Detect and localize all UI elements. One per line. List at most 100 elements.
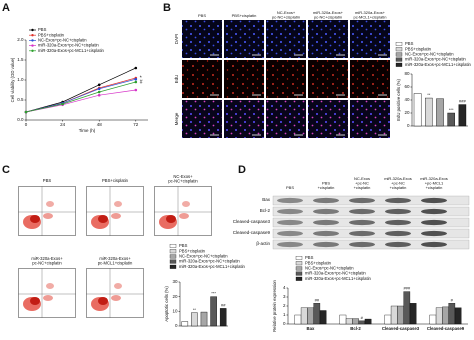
- bar: [413, 93, 422, 127]
- label: NC-Exos: [354, 176, 370, 181]
- bar: [429, 314, 437, 325]
- label: NC-Exos+: [173, 174, 193, 179]
- blot-band: [349, 219, 375, 226]
- micrograph: [182, 100, 222, 138]
- blot-row-label: Bax: [262, 197, 271, 202]
- annotation: #: [451, 297, 454, 302]
- legend-label: PBS+cisplatin: [179, 248, 206, 253]
- legend-label: PBS: [305, 255, 314, 260]
- label: NC-Exos+: [277, 10, 296, 15]
- blot-row-label: Cleaved-caspase9: [233, 230, 271, 235]
- bar: [397, 305, 404, 325]
- legend-label: miR-320a-Exos+pc-NC+cisplatin: [179, 259, 240, 264]
- legend-swatch: [169, 244, 177, 248]
- bar: [364, 318, 372, 325]
- legend-swatch: [295, 266, 303, 271]
- blot-band: [313, 197, 339, 204]
- bar: [191, 312, 198, 327]
- label: miR-320a-Exos: [420, 176, 448, 181]
- y-axis-label: EdU positive cells (%): [396, 79, 401, 121]
- legend-swatch: [295, 271, 303, 276]
- annotation: **: [193, 307, 197, 312]
- blot-band: [385, 208, 411, 215]
- y-tick-label: 30: [172, 279, 178, 284]
- bar: [345, 318, 353, 325]
- point: [134, 66, 138, 70]
- label: miR-320a-Exos+: [31, 256, 63, 261]
- bar: [436, 98, 444, 127]
- blot-row-label: Bcl-2: [260, 208, 271, 213]
- flow-plot: [18, 186, 76, 236]
- bar: [448, 303, 456, 325]
- blot-band: [313, 241, 339, 248]
- bar: [403, 291, 411, 325]
- legend-label: NC-Exos+pc-NC+cisplatin: [405, 52, 454, 57]
- row-label: EdU: [174, 75, 179, 84]
- legend-marker: [31, 39, 34, 42]
- micrograph: [308, 20, 348, 58]
- legend-label: miR-320a-Exos+pc-MCL1+cisplatin: [305, 276, 372, 281]
- point: [97, 83, 101, 87]
- x-tick-label: 48: [97, 122, 103, 127]
- series-line: [25, 89, 136, 113]
- bar: [339, 314, 347, 325]
- blot-band: [277, 241, 303, 248]
- point: [134, 88, 138, 92]
- label: pc-MCL1+cisplatin: [353, 15, 386, 20]
- y-axis-label: Relative protein expression: [272, 279, 277, 331]
- blot-band: [385, 197, 411, 204]
- label: +cisplatin: [390, 185, 407, 190]
- label: PBS: [286, 185, 294, 190]
- legend-marker: [31, 34, 34, 37]
- label: +pc-MCL1: [425, 181, 444, 186]
- x-tick-label: Cleaved-caspase9: [427, 326, 465, 331]
- series-line: [25, 67, 136, 113]
- x-tick-label: Bax: [307, 326, 315, 331]
- flow-plot: [86, 186, 144, 236]
- blot-band: [349, 208, 375, 215]
- legend-swatch: [395, 47, 403, 52]
- bar: [409, 303, 417, 325]
- series-line: [25, 78, 136, 113]
- y-tick-label: 40: [404, 97, 410, 102]
- legend-swatch: [395, 52, 403, 57]
- blot-row-label: Cleaved-caspase3: [233, 219, 271, 224]
- label: miR-320a-Exos+: [355, 10, 386, 15]
- blot-band: [385, 230, 411, 237]
- flow-plot: [18, 268, 76, 318]
- legend-marker: [31, 49, 34, 52]
- legend-swatch: [395, 62, 403, 67]
- blot-band: [277, 230, 303, 237]
- legend-label: NC-Exos+pc-NC+cisplatin: [38, 38, 87, 43]
- micrograph: [224, 100, 264, 138]
- label: miR-320a-Exos+: [99, 256, 131, 261]
- label: +pc-NC: [391, 181, 405, 186]
- blot-band: [313, 208, 339, 215]
- blot-band: [277, 197, 303, 204]
- panel-label: C: [2, 164, 10, 176]
- micrograph: [308, 100, 348, 138]
- micrograph: [266, 20, 306, 58]
- micrograph: [350, 60, 390, 98]
- bar: [313, 303, 321, 325]
- bar: [307, 307, 314, 325]
- legend-label: miR-320a-Exos+pc-NC+cisplatin: [405, 57, 466, 62]
- bar: [181, 321, 189, 327]
- point: [134, 77, 138, 81]
- annotation: **: [427, 92, 431, 97]
- panel-label: A: [2, 2, 10, 14]
- bar: [200, 311, 208, 327]
- y-tick-label: 80: [404, 71, 410, 76]
- y-tick-label: 0: [175, 323, 178, 328]
- bar: [384, 314, 392, 325]
- point: [97, 87, 101, 91]
- annotation: ##: [315, 297, 320, 302]
- bar: [390, 305, 398, 325]
- legend-label: PBS: [179, 243, 188, 248]
- x-tick-label: 24: [60, 122, 66, 127]
- y-tick-label: 0.0: [17, 117, 24, 122]
- legend-swatch: [169, 259, 177, 264]
- point: [61, 102, 64, 106]
- point: [97, 93, 101, 97]
